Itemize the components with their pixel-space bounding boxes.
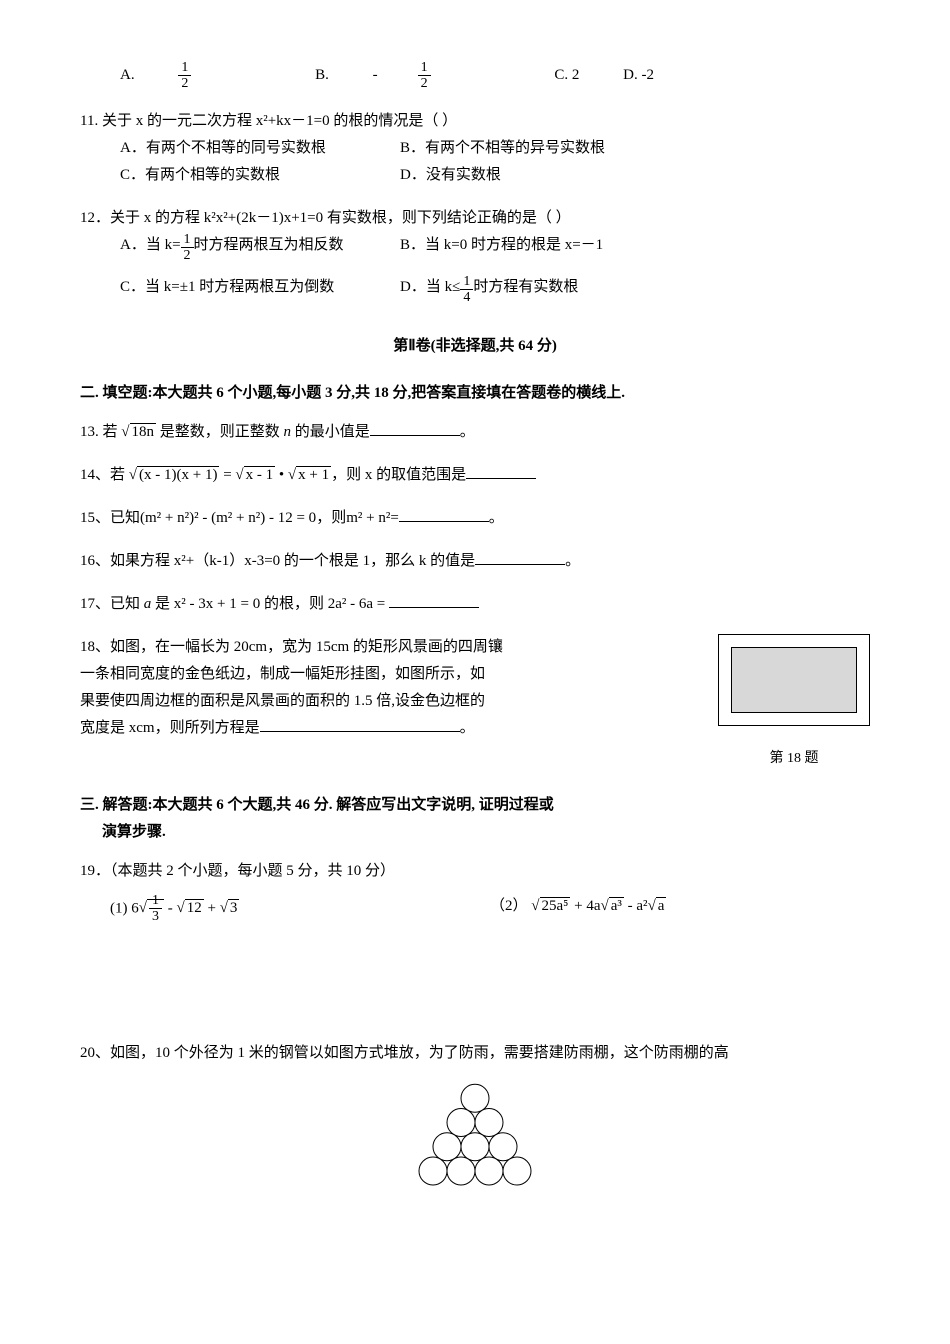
answer-blank (370, 420, 460, 436)
question-12: 12．关于 x 的方程 k²x²+(2k－1)x+1=0 有实数根，则下列结论正… (80, 205, 870, 306)
question-16: 16、如果方程 x²+（k-1）x-3=0 的一个根是 1，那么 k 的值是。 (80, 548, 870, 575)
expression: x² - 3x + 1 = 0 (174, 596, 260, 612)
question-15: 15、已知(m² + n²)² - (m² + n²) - 12 = 0，则m²… (80, 505, 870, 532)
option-a: A．当 k=12时方程两根互为相反数 (120, 232, 400, 264)
options-block: A．有两个不相等的同号实数根 B．有两个不相等的异号实数根 C．有两个相等的实数… (80, 135, 870, 189)
options-row: A. 1 2 B. - 1 2 C. 2 D. -2 (80, 60, 870, 92)
option-c: C. 2 (554, 62, 579, 89)
option-c: C．有两个相等的实数根 (120, 162, 400, 189)
fraction: 1 2 (178, 60, 231, 92)
sqrt-icon: a (648, 893, 667, 920)
question-19: 19．（本题共 2 个小题，每小题 5 分，共 10 分） (1) 613 - … (80, 858, 870, 925)
sub-problem-1: (1) 613 - 12 + 3 (110, 893, 490, 925)
option-a: A．有两个不相等的同号实数根 (120, 135, 400, 162)
fraction: 13 (149, 893, 162, 925)
answer-blank (475, 549, 565, 565)
answer-blank (389, 592, 479, 608)
question-11: 11. 关于 x 的一元二次方程 x²+kx－1=0 的根的情况是（ ） A．有… (80, 108, 870, 189)
answer-blank (260, 716, 460, 732)
sqrt-icon: 18n (121, 419, 156, 446)
target-expr: 2a² - 6a = (328, 596, 386, 612)
option-b: B. - 1 2 (315, 60, 511, 92)
fraction: 12 (181, 232, 194, 264)
question-10-options: A. 1 2 B. - 1 2 C. 2 D. -2 (80, 60, 870, 92)
sub-problem-2: （2） 25a⁵ + 4aa³ - a²a (490, 893, 870, 925)
sub-label: （2） (490, 898, 528, 914)
sub-label: (1) (110, 900, 128, 916)
outer-rectangle (718, 634, 870, 726)
question-13: 13. 若 18n 是整数，则正整数 n 的最小值是。 (80, 419, 870, 446)
opt-label: B. (315, 62, 329, 89)
variable-a: a (144, 596, 152, 612)
answer-blank (399, 506, 489, 522)
option-b: B．当 k=0 时方程的根是 x=－1 (400, 232, 603, 264)
figure-18: 第 18 题 (718, 634, 870, 771)
sqrt-icon: a³ (601, 893, 624, 920)
sqrt-icon: x - 1 (235, 462, 275, 489)
option-b: B．有两个不相等的异号实数根 (400, 135, 605, 162)
fill-in-heading: 二. 填空题:本大题共 6 个小题,每小题 3 分,共 18 分,把答案直接填在… (80, 380, 870, 407)
fraction: 1 2 (418, 60, 471, 92)
pipe-stack-figure (405, 1067, 545, 1187)
question-17: 17、已知 a 是 x² - 3x + 1 = 0 的根，则 2a² - 6a … (80, 591, 870, 618)
inner-rectangle (731, 647, 857, 713)
option-d: D．当 k≤14时方程有实数根 (400, 274, 578, 306)
sqrt-icon: x + 1 (288, 462, 331, 489)
solve-heading: 三. 解答题:本大题共 6 个大题,共 46 分. 解答应写出文字说明, 证明过… (80, 792, 870, 846)
sub-problems: (1) 613 - 12 + 3 （2） 25a⁵ + 4aa³ - a²a (80, 893, 870, 925)
target-expr: m² + n² (346, 510, 390, 526)
sqrt-icon: 3 (220, 895, 240, 922)
sqrt-icon: 25a⁵ (531, 893, 570, 920)
fraction: 14 (460, 274, 473, 306)
option-a: A. 1 2 (120, 60, 271, 92)
options-block: A．当 k=12时方程两根互为相反数 B．当 k=0 时方程的根是 x=－1 C… (80, 232, 870, 306)
figure-caption: 第 18 题 (718, 746, 870, 771)
sqrt-icon: 13 (139, 893, 164, 925)
question-stem: 11. 关于 x 的一元二次方程 x²+kx－1=0 的根的情况是（ ） (80, 108, 870, 135)
question-stem: 19．（本题共 2 个小题，每小题 5 分，共 10 分） (80, 858, 870, 885)
option-c: C．当 k=±1 时方程两根互为倒数 (120, 274, 400, 306)
variable-n: n (284, 424, 292, 440)
sqrt-icon: 12 (176, 895, 203, 922)
sqrt-icon: (x - 1)(x + 1) (129, 462, 220, 489)
question-18: 第 18 题 18、如图，在一幅长为 20cm，宽为 15cm 的矩形风景画的四… (80, 634, 870, 771)
question-stem: 20、如图，10 个外径为 1 米的钢管以如图方式堆放，为了防雨，需要搭建防雨棚… (80, 1040, 870, 1067)
section-2-title: 第Ⅱ卷(非选择题,共 64 分) (80, 333, 870, 360)
answer-blank (466, 463, 536, 479)
question-stem: 12．关于 x 的方程 k²x²+(2k－1)x+1=0 有实数根，则下列结论正… (80, 205, 870, 232)
question-20: 20、如图，10 个外径为 1 米的钢管以如图方式堆放，为了防雨，需要搭建防雨棚… (80, 1040, 870, 1187)
option-d: D. -2 (623, 62, 654, 89)
option-d: D．没有实数根 (400, 162, 501, 189)
opt-label: A. (120, 62, 135, 89)
question-14: 14、若 (x - 1)(x + 1) = x - 1 • x + 1，则 x … (80, 462, 870, 489)
expression: (m² + n²)² - (m² + n²) - 12 = 0 (140, 510, 316, 526)
